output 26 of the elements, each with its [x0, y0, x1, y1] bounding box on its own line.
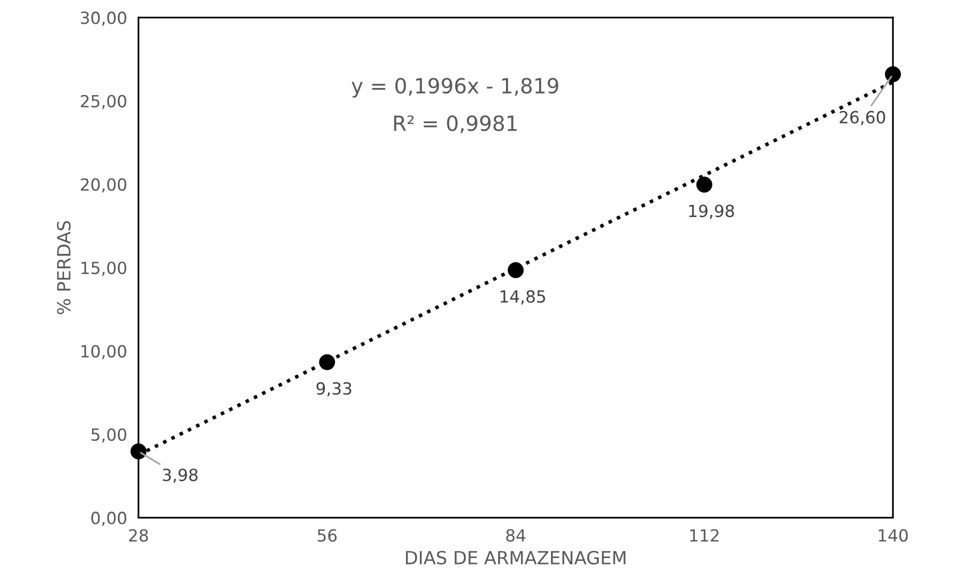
x-axis-title: DIAS DE ARMAZENAGEM — [406, 550, 626, 564]
data-label: 19,98 — [689, 204, 734, 219]
annotation: y = 0,1996x - 1,819 — [352, 78, 558, 98]
x-tick-label: 140 — [878, 529, 908, 542]
data-label: 14,85 — [500, 290, 546, 304]
x-tick-label: 84 — [506, 529, 526, 542]
y-tick-label: 10,00 — [81, 344, 126, 360]
point — [319, 354, 336, 370]
x-tick-label: 112 — [690, 529, 719, 542]
y-axis-title: % PERDAS — [56, 221, 71, 314]
x-tick-label: 28 — [129, 529, 148, 542]
y-tick-label: 0,00 — [91, 512, 126, 526]
y-tick-label: 25,00 — [80, 94, 126, 110]
point — [696, 176, 712, 193]
point — [884, 66, 901, 82]
point — [508, 262, 524, 278]
data-label: 26,60 — [840, 110, 886, 126]
y-tick-label: 30,00 — [80, 12, 126, 26]
y-tick-label: 5,00 — [92, 428, 126, 443]
y-tick-label: 20,00 — [80, 178, 126, 193]
data-label: 3,98 — [162, 468, 198, 483]
data-label: 9,33 — [316, 382, 352, 396]
annotation: R² = 0,9981 — [394, 115, 517, 134]
y-tick-label: 15,00 — [81, 262, 126, 276]
point — [130, 443, 146, 460]
x-tick-label: 56 — [318, 529, 337, 542]
